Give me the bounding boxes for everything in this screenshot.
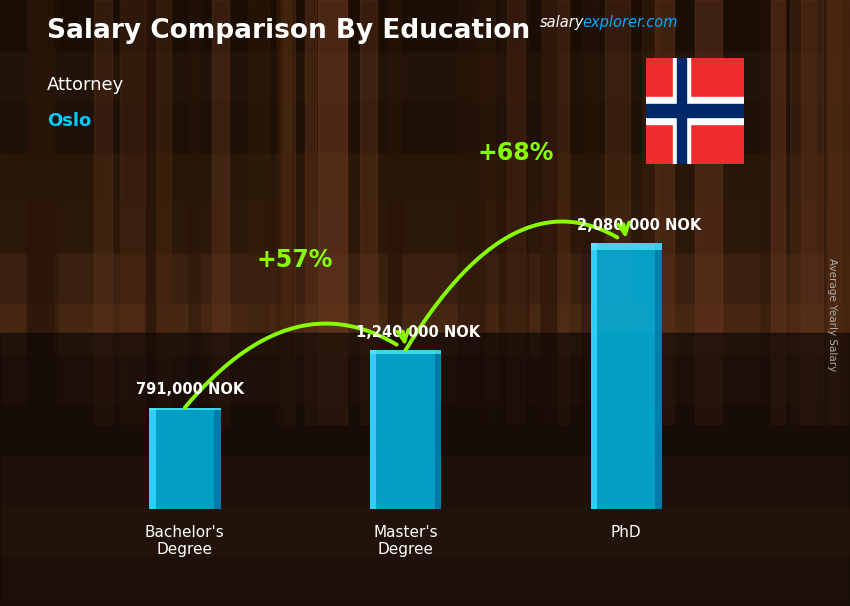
Text: explorer.com: explorer.com: [582, 15, 677, 30]
Bar: [761, 0, 782, 424]
Bar: [836, 0, 850, 424]
Bar: [247, 0, 269, 424]
Bar: [0, 0, 850, 50]
Bar: [304, 0, 315, 424]
Bar: [0, 556, 850, 606]
Bar: [149, 408, 220, 410]
Bar: [642, 0, 660, 424]
Bar: [591, 243, 662, 508]
Text: +68%: +68%: [478, 141, 554, 165]
Bar: [541, 0, 556, 424]
Text: Average Yearly Salary: Average Yearly Salary: [827, 259, 837, 371]
Bar: [677, 58, 686, 164]
Bar: [542, 0, 570, 424]
Bar: [591, 243, 662, 250]
Bar: [672, 58, 690, 164]
Bar: [370, 350, 441, 508]
Bar: [149, 408, 156, 508]
Bar: [655, 243, 662, 508]
Bar: [655, 0, 674, 424]
Bar: [507, 0, 525, 424]
Bar: [319, 0, 347, 424]
Bar: [145, 0, 155, 424]
Bar: [499, 0, 528, 424]
Text: 1,240,000 NOK: 1,240,000 NOK: [356, 325, 480, 340]
Bar: [212, 0, 230, 424]
Bar: [479, 0, 496, 424]
Bar: [0, 152, 850, 202]
Text: salary: salary: [540, 15, 584, 30]
Bar: [458, 0, 484, 424]
Bar: [156, 0, 171, 424]
Bar: [826, 0, 850, 424]
Bar: [149, 408, 220, 508]
Bar: [0, 101, 850, 152]
Bar: [0, 303, 850, 353]
Bar: [189, 0, 200, 424]
Bar: [370, 350, 441, 355]
Text: Master's
Degree: Master's Degree: [373, 525, 438, 558]
Bar: [370, 350, 377, 508]
Bar: [695, 0, 722, 424]
Bar: [0, 505, 850, 556]
Bar: [281, 0, 291, 424]
Bar: [0, 202, 850, 253]
Bar: [646, 98, 744, 124]
Bar: [29, 0, 57, 424]
Bar: [802, 0, 823, 424]
Text: Salary Comparison By Education: Salary Comparison By Education: [47, 18, 530, 44]
Bar: [581, 0, 599, 424]
Bar: [0, 404, 850, 454]
Bar: [0, 50, 850, 101]
Bar: [604, 0, 630, 424]
Bar: [0, 454, 850, 505]
Text: Bachelor's
Degree: Bachelor's Degree: [145, 525, 224, 558]
Bar: [284, 0, 295, 424]
Bar: [591, 243, 597, 508]
Bar: [214, 408, 220, 508]
Text: PhD: PhD: [611, 525, 642, 540]
Bar: [0, 353, 850, 404]
Bar: [790, 0, 816, 424]
Bar: [120, 0, 145, 424]
Bar: [388, 0, 401, 424]
Bar: [771, 0, 785, 424]
Bar: [646, 104, 744, 117]
Text: +57%: +57%: [257, 248, 333, 272]
Text: Attorney: Attorney: [47, 76, 124, 94]
Bar: [824, 0, 850, 424]
Bar: [360, 0, 377, 424]
Bar: [828, 0, 842, 424]
Text: 2,080,000 NOK: 2,080,000 NOK: [577, 218, 701, 233]
Bar: [94, 0, 112, 424]
Text: 791,000 NOK: 791,000 NOK: [135, 382, 244, 398]
Bar: [434, 350, 441, 508]
Text: Oslo: Oslo: [47, 112, 91, 130]
Bar: [26, 0, 53, 424]
Bar: [276, 0, 293, 424]
Bar: [0, 253, 850, 303]
